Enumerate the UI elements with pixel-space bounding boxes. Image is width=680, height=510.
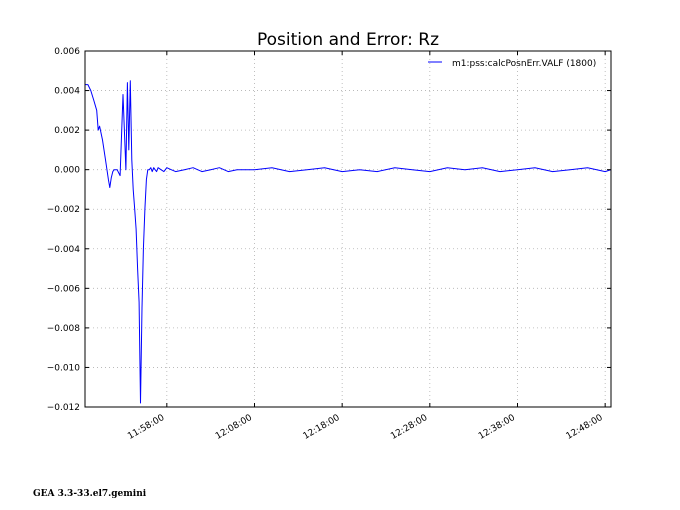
- legend: m1:pss:calcPosnErr.VALF (1800): [428, 59, 596, 69]
- x-tick-label: 12:18:00: [302, 413, 342, 442]
- y-tick-label: −0.008: [47, 324, 81, 334]
- x-tick-label: 12:28:00: [389, 413, 429, 442]
- chart-title: Position and Error: Rz: [257, 30, 439, 50]
- plot-frame: [84, 50, 612, 408]
- x-tick-label: 12:48:00: [565, 413, 605, 442]
- y-tick-label: −0.002: [47, 205, 80, 215]
- footer-version: GEA 3.3-33.el7.gemini: [33, 489, 147, 499]
- y-axis: 0.006 0.004 0.002 0.000 −0.002 −0.004 −0.006 −0…: [47, 47, 611, 413]
- y-tick-label: −0.004: [47, 245, 81, 255]
- y-tick-label: 0.000: [54, 166, 80, 176]
- x-tick-label: 11:58:00: [126, 413, 166, 442]
- y-tick-label: −0.010: [47, 363, 81, 373]
- legend-label: m1:pss:calcPosnErr.VALF (1800): [452, 59, 596, 69]
- x-tick-label: 12:38:00: [477, 413, 517, 442]
- y-tick-label: −0.006: [47, 284, 81, 294]
- y-tick-label: 0.004: [54, 87, 80, 97]
- y-tick-label: 0.006: [54, 47, 80, 57]
- grid: [85, 51, 611, 407]
- series-layer: [85, 80, 612, 404]
- y-tick-label: 0.002: [54, 126, 80, 136]
- x-axis: 11:58:00 12:08:00 12:18:00 12:28:00 12:38:00…: [126, 51, 606, 442]
- x-tick-label: 12:08:00: [214, 413, 254, 442]
- y-tick-label: −0.012: [47, 403, 80, 413]
- series-line: [85, 80, 612, 404]
